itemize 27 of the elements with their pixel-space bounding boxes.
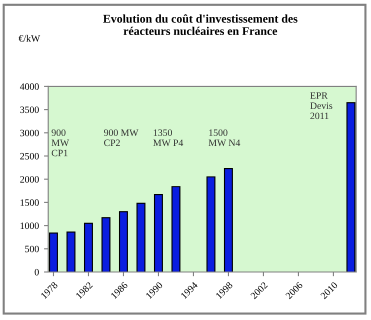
bar	[101, 217, 110, 272]
y-tick-label: 500	[25, 246, 39, 252]
bar	[346, 102, 356, 272]
bar	[48, 232, 58, 272]
bar	[118, 211, 128, 272]
bar	[66, 232, 76, 272]
bar	[154, 194, 163, 272]
y-tick-label: 4000	[20, 83, 39, 90]
chart-title: Evolution du coût d'investissement des réacteurs nucléaires en France	[103, 14, 298, 36]
y-axis-title: €/kW	[18, 34, 40, 42]
y-tick-label: 2500	[20, 152, 39, 160]
y-tick-label: 0	[34, 268, 39, 276]
annotation: 900 MW CP1	[52, 129, 70, 156]
bar	[136, 202, 146, 272]
bar	[171, 186, 180, 272]
y-tick-label: 2000	[20, 176, 39, 183]
annotation: 1500 MW N4	[208, 129, 240, 146]
y-tick-label: 3500	[20, 106, 39, 114]
annotation: EPR Devis 2011	[310, 92, 332, 120]
y-tick-label: 3000	[20, 130, 39, 136]
bar	[84, 222, 93, 272]
y-tick-label: 1000	[20, 222, 39, 230]
bar	[224, 168, 233, 272]
bar	[206, 176, 216, 272]
annotation: 1350 MW P4	[153, 129, 184, 146]
annotation: 900 MW CP2	[104, 129, 138, 146]
y-tick-label: 1500	[20, 199, 39, 206]
